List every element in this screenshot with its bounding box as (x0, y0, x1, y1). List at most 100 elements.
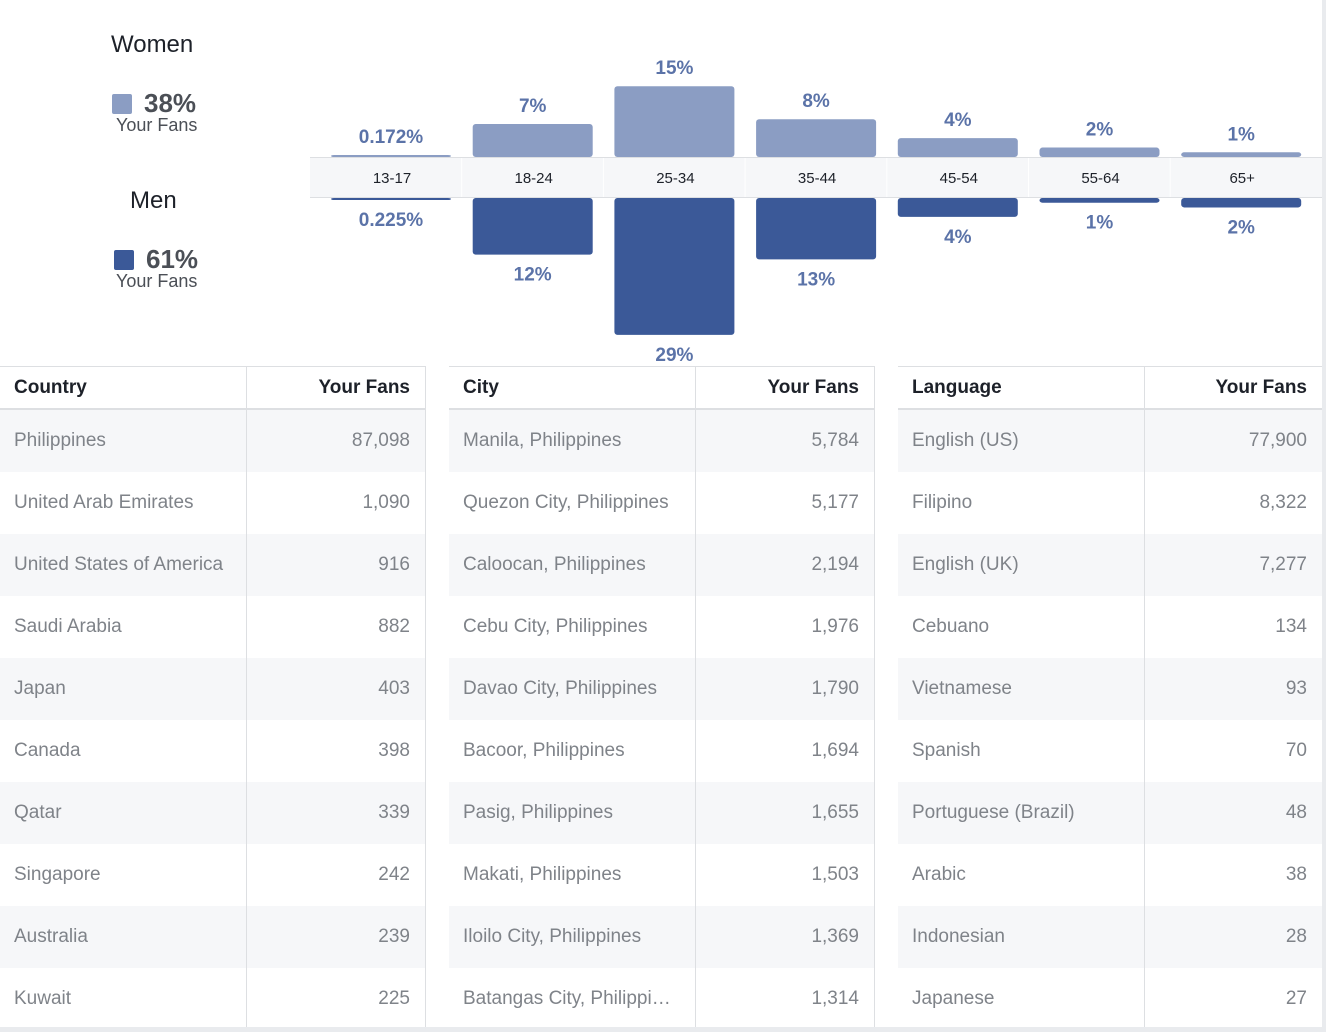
row-name: Saudi Arabia (0, 596, 247, 658)
table-row: United Arab Emirates 1,090 (0, 472, 425, 534)
row-name: Cebu City, Philippines (449, 596, 696, 658)
row-fans-value: 398 (378, 740, 410, 761)
row-name: Philippines (0, 410, 247, 472)
men-bar-label-65+: 2% (1227, 217, 1255, 238)
row-name: Vietnamese (898, 658, 1145, 720)
row-name: Canada (0, 720, 247, 782)
bottom-edge (0, 1027, 1326, 1032)
table-row: Batangas City, Philippi… 1,314 (449, 968, 874, 1030)
women-bar-label-35-44: 8% (802, 91, 830, 112)
women-bar-label-18-24: 7% (519, 96, 547, 117)
row-name: Bacoor, Philippines (449, 720, 696, 782)
men-bar-55-64 (1039, 198, 1160, 203)
row-name: Makati, Philippines (449, 844, 696, 906)
row-name: Davao City, Philippines (449, 658, 696, 720)
column-header-fans[interactable]: Your Fans (318, 376, 411, 398)
row-fans-value: 48 (1285, 802, 1307, 823)
table-row: United States of America 916 (0, 534, 425, 596)
row-name: Filipino (898, 472, 1145, 534)
row-name: English (US) (898, 410, 1145, 472)
table-row: Singapore 242 (0, 844, 425, 906)
age-tick-label-65+: 65+ (1229, 170, 1255, 187)
legend-women-sub: Your Fans (116, 115, 198, 135)
legend-men-percent-row: 61% (114, 244, 198, 275)
women-bar-label-55-64: 2% (1086, 120, 1114, 141)
table-row: Cebuano 134 (898, 596, 1322, 658)
table-row: Arabic 38 (898, 844, 1322, 906)
women-bar-label-13-17: 0.172% (359, 127, 424, 148)
age-tick-label-45-54: 45-54 (940, 170, 978, 187)
table-row: Davao City, Philippines 1,790 (449, 658, 874, 720)
row-fans-value: 882 (378, 616, 410, 637)
row-fans-value: 5,177 (811, 492, 859, 513)
legend-men-percent: 61% (146, 244, 199, 274)
table-row: Makati, Philippines 1,503 (449, 844, 874, 906)
table-row: English (UK) 7,277 (898, 534, 1322, 596)
row-name: Japan (0, 658, 247, 720)
row-name: Quezon City, Philippines (449, 472, 696, 534)
age-tick-label-18-24: 18-24 (515, 170, 553, 187)
row-name: Iloilo City, Philippines (449, 906, 696, 968)
row-fans-value: 8,322 (1259, 492, 1307, 513)
women-bar-65+ (1181, 152, 1302, 157)
legend-women-heading: Women (111, 31, 194, 58)
table-row: Quezon City, Philippines 5,177 (449, 472, 874, 534)
row-fans-value: 38 (1285, 864, 1307, 885)
row-name: United Arab Emirates (0, 472, 247, 534)
women-bar-label-65+: 1% (1227, 124, 1255, 145)
row-fans-value: 916 (378, 554, 410, 575)
column-header-name[interactable]: Language (898, 367, 1145, 408)
men-bar-label-55-64: 1% (1086, 213, 1114, 234)
row-name: Spanish (898, 720, 1145, 782)
row-name: Kuwait (0, 968, 247, 1030)
scrollbar-track[interactable] (1322, 0, 1326, 1032)
column-header-name[interactable]: City (449, 367, 696, 408)
row-fans-value: 1,369 (811, 926, 859, 947)
row-name: Singapore (0, 844, 247, 906)
men-bar-13-17 (331, 198, 451, 200)
men-bar-label-13-17: 0.225% (359, 210, 424, 231)
row-fans-value: 5,784 (811, 430, 859, 451)
row-name: Cebuano (898, 596, 1145, 658)
row-fans-value: 70 (1285, 740, 1307, 761)
table-row: Vietnamese 93 (898, 658, 1322, 720)
women-bar-label-25-34: 15% (655, 58, 693, 79)
row-fans-value: 2,194 (811, 554, 859, 575)
men-bar-label-45-54: 4% (944, 227, 972, 248)
panel-divider (425, 366, 426, 1032)
table-row: Bacoor, Philippines 1,694 (449, 720, 874, 782)
men-bar-25-34 (614, 198, 735, 335)
row-name: Portuguese (Brazil) (898, 782, 1145, 844)
age-axis-band (310, 157, 1322, 198)
column-header-fans[interactable]: Your Fans (767, 376, 860, 398)
language-table: Language Your Fans English (US) 77,900 Filip… (898, 366, 1322, 1032)
column-header-name[interactable]: Country (0, 367, 247, 408)
panel-divider (874, 366, 875, 1032)
row-fans-value: 87,098 (351, 430, 410, 451)
table-row: Iloilo City, Philippines 1,369 (449, 906, 874, 968)
table-header: City Your Fans (449, 366, 874, 410)
row-fans-value: 225 (378, 988, 410, 1009)
table-row: Caloocan, Philippines 2,194 (449, 534, 874, 596)
row-fans-value: 239 (378, 926, 410, 947)
row-name: Manila, Philippines (449, 410, 696, 472)
row-name: English (UK) (898, 534, 1145, 596)
row-name: Indonesian (898, 906, 1145, 968)
row-fans-value: 134 (1275, 616, 1307, 637)
women-swatch-icon (112, 93, 132, 114)
men-bar-label-25-34: 29% (655, 345, 693, 366)
age-tick-label-35-44: 35-44 (798, 170, 836, 187)
row-fans-value: 242 (378, 864, 410, 885)
table-row: Manila, Philippines 5,784 (449, 410, 874, 472)
table-row: Canada 398 (0, 720, 425, 782)
table-header: Country Your Fans (0, 366, 425, 410)
table-row: Spanish 70 (898, 720, 1322, 782)
row-name: Japanese (898, 968, 1145, 1030)
row-name: Arabic (898, 844, 1145, 906)
men-bar-18-24 (472, 198, 593, 255)
row-fans-value: 77,900 (1248, 430, 1307, 451)
legend-men-sub: Your Fans (116, 271, 198, 291)
age-tick-label-13-17: 13-17 (373, 170, 411, 187)
column-header-fans[interactable]: Your Fans (1215, 376, 1308, 398)
age-tick-label-25-34: 25-34 (656, 170, 694, 187)
